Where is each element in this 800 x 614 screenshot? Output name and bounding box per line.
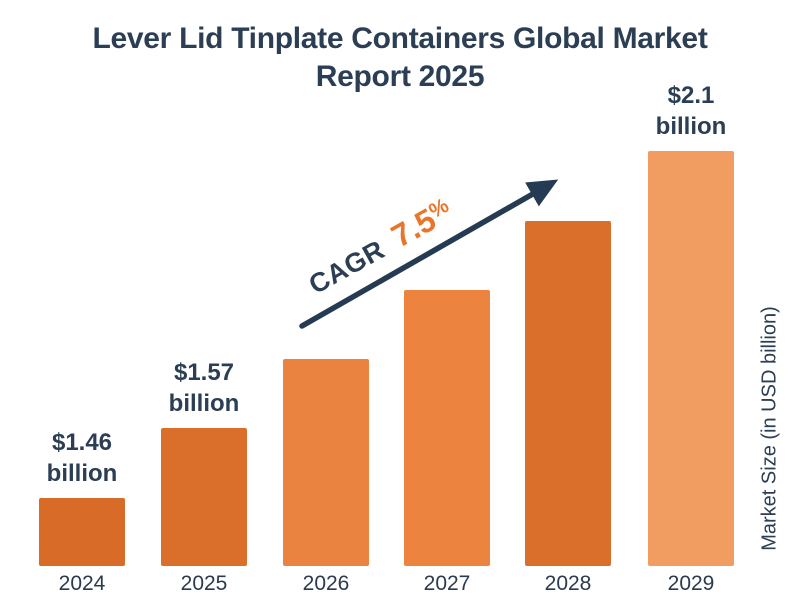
bar-2028: [525, 221, 611, 566]
y-axis-label: Market Size (in USD billion): [758, 306, 781, 551]
cagr-annotation: CAGR 7.5%: [301, 192, 458, 302]
chart-title-line-1: Lever Lid Tinplate Containers Global Mar…: [92, 22, 708, 55]
year-label-2029: 2029: [667, 572, 715, 595]
bar-column-2024: $1.46 billion 2024: [39, 427, 125, 595]
bar-column-2025: $1.57 billion 2025: [161, 357, 247, 595]
year-label-2024: 2024: [58, 572, 106, 595]
bar-2025: [161, 428, 247, 566]
bar-column-2028: 2028: [525, 221, 611, 595]
bar-value-label: $1.57 billion: [169, 357, 240, 419]
bar-2026: [283, 359, 369, 566]
chart-title: Lever Lid Tinplate Containers Global Mar…: [0, 20, 800, 96]
year-label-2028: 2028: [544, 572, 592, 595]
cagr-label: CAGR: [303, 234, 390, 301]
bar-2029: [648, 151, 734, 566]
bar-column-2027: 2027: [404, 290, 490, 595]
value-amount: $1.57: [173, 359, 235, 386]
year-label-2025: 2025: [180, 572, 228, 595]
bar-column-2029: $2.1 billion 2029: [648, 80, 734, 595]
year-label-2026: 2026: [302, 572, 350, 595]
value-unit: billion: [168, 390, 240, 417]
value-unit: billion: [655, 113, 727, 140]
value-amount: $2.1: [667, 82, 715, 109]
bar-value-label: $2.1 billion: [656, 80, 727, 142]
bar-2024: [39, 498, 125, 566]
bar-2027: [404, 290, 490, 566]
chart-title-line-2: Report 2025: [315, 60, 485, 93]
bar-value-label: $1.46 billion: [47, 427, 118, 489]
value-amount: $1.46: [51, 429, 113, 456]
bar-column-2026: 2026: [283, 359, 369, 595]
value-unit: billion: [46, 460, 118, 487]
year-label-2027: 2027: [423, 572, 471, 595]
